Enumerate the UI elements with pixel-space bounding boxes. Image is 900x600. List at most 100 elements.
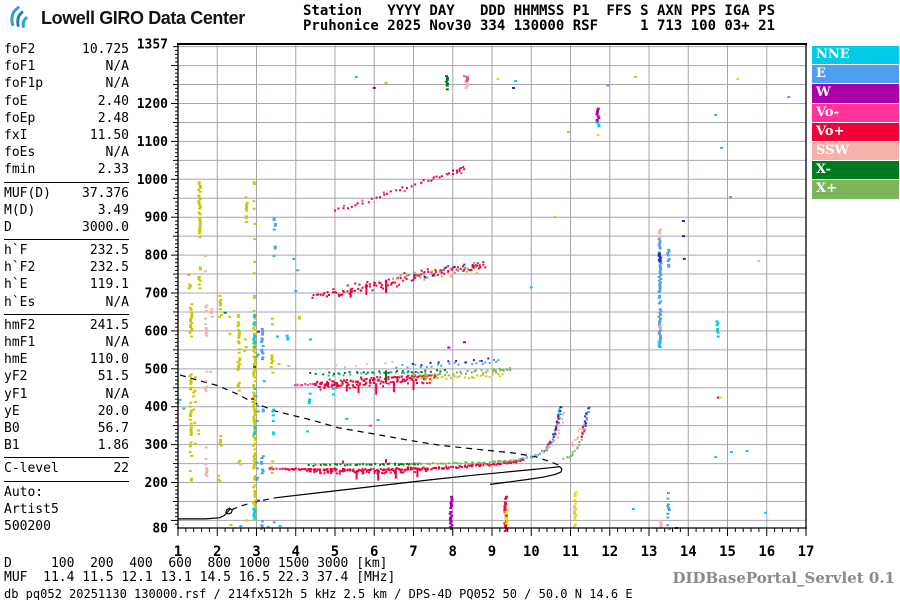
trace-dot	[340, 384, 343, 387]
trace-dot	[433, 274, 436, 277]
y-tick-label: 80	[152, 522, 168, 537]
noise-dot	[503, 501, 507, 504]
trace-dot	[422, 374, 425, 377]
noise-dot	[189, 318, 192, 321]
trace-dot	[493, 358, 495, 361]
sprinkle-dot	[296, 269, 300, 272]
y-tick-label: 300	[145, 438, 169, 453]
noise-dot	[237, 461, 241, 464]
noise-dot	[271, 371, 275, 374]
param-label: yE	[4, 403, 20, 419]
noise-dot	[244, 215, 248, 218]
noise-dot	[505, 495, 509, 498]
panel-divider	[4, 239, 129, 241]
noise-dot	[450, 495, 453, 498]
trace-dot	[406, 466, 409, 469]
trace-dot	[438, 466, 440, 469]
trace-dot	[339, 294, 342, 296]
trace-dot	[541, 449, 543, 452]
noise-dot	[219, 308, 222, 311]
trace-dot	[583, 430, 586, 433]
noise-dot	[189, 426, 193, 429]
noise-dot	[658, 236, 662, 239]
noise-dot	[335, 387, 339, 389]
trace-dot	[365, 362, 368, 365]
noise-dot	[260, 462, 264, 465]
trace-dot	[373, 361, 375, 364]
legend: NNE E W Vo- Vo+ SSW X- X+	[812, 46, 899, 199]
trace-dot	[423, 378, 426, 381]
noise-dot	[219, 440, 223, 443]
noise-dot	[503, 509, 507, 511]
trace-dot	[422, 466, 425, 469]
trace-dot	[455, 467, 458, 469]
spread-spike	[345, 384, 348, 392]
trace-dot	[342, 374, 345, 377]
noise-dot	[658, 247, 662, 250]
trace-dot	[357, 468, 360, 471]
trace-dot	[430, 378, 433, 381]
trace-dot	[349, 463, 352, 466]
trace-dot	[471, 266, 474, 268]
noise-dot	[659, 334, 662, 337]
trace-dot	[557, 416, 560, 419]
noise-dot	[204, 306, 208, 309]
noise-dot	[503, 529, 507, 532]
noise-dot	[252, 272, 256, 275]
trace-dot	[401, 370, 404, 373]
trace-dot	[395, 467, 398, 470]
trace-dot	[331, 470, 334, 473]
noise-dot	[667, 254, 671, 257]
trace-dot	[361, 286, 364, 289]
trace-dot	[531, 456, 534, 459]
trace-dot	[496, 462, 499, 465]
param-row: fxI 11.50	[4, 127, 129, 144]
trace-dot	[313, 468, 316, 471]
trace-dot	[449, 465, 452, 468]
trace-dot	[332, 384, 335, 387]
noise-dot	[256, 476, 259, 479]
trace-dot	[290, 468, 293, 470]
noise-dot	[253, 474, 257, 477]
noise-dot	[273, 245, 277, 248]
sprinkle-dot	[278, 525, 282, 528]
trace-dot	[365, 377, 368, 380]
noise-dot	[253, 357, 257, 360]
trace-dot	[558, 413, 561, 416]
sprinkle-dot	[376, 419, 380, 421]
trace-dot	[456, 171, 458, 174]
trace-dot	[557, 418, 560, 421]
param-label: Auto:	[4, 484, 44, 500]
param-row: MUF(D) 37.376	[4, 185, 129, 202]
trace-dot	[362, 371, 365, 374]
trace-dot	[438, 176, 441, 179]
trace-dot	[322, 468, 325, 471]
x-tick-label: 6	[370, 544, 378, 560]
trace-dot	[375, 196, 378, 199]
noise-dot	[218, 294, 222, 297]
trace-dot	[440, 364, 443, 367]
trace-dot	[434, 375, 437, 378]
noise-dot	[253, 448, 257, 451]
noise-dot	[574, 514, 578, 516]
noise-dot	[253, 412, 257, 415]
trace-dot	[409, 468, 412, 471]
noise-dot	[308, 338, 312, 341]
noise-dot	[190, 322, 194, 325]
noise-dot	[244, 221, 248, 223]
noise-dot	[504, 497, 508, 500]
trace-dot	[346, 284, 349, 287]
trace-dot	[444, 374, 446, 377]
trace-dot	[389, 190, 392, 193]
trace-dot	[555, 427, 557, 430]
noise-dot	[260, 341, 263, 344]
trace-dot	[368, 463, 371, 466]
noise-dot	[253, 402, 256, 405]
trace-dot	[406, 187, 408, 190]
trace-dot	[549, 442, 552, 445]
trace-dot	[436, 462, 439, 465]
noise-dot	[189, 405, 192, 408]
trace-dot	[508, 367, 511, 370]
sprinkle-dot	[292, 257, 296, 260]
noise-dot	[261, 329, 264, 332]
